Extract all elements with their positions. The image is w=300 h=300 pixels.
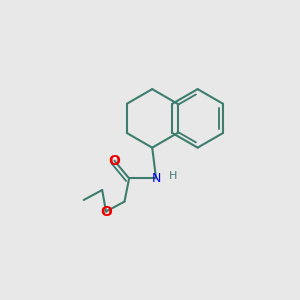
Text: O: O [100, 205, 112, 219]
Text: H: H [169, 171, 177, 181]
Text: N: N [152, 172, 161, 185]
Text: O: O [109, 154, 120, 168]
